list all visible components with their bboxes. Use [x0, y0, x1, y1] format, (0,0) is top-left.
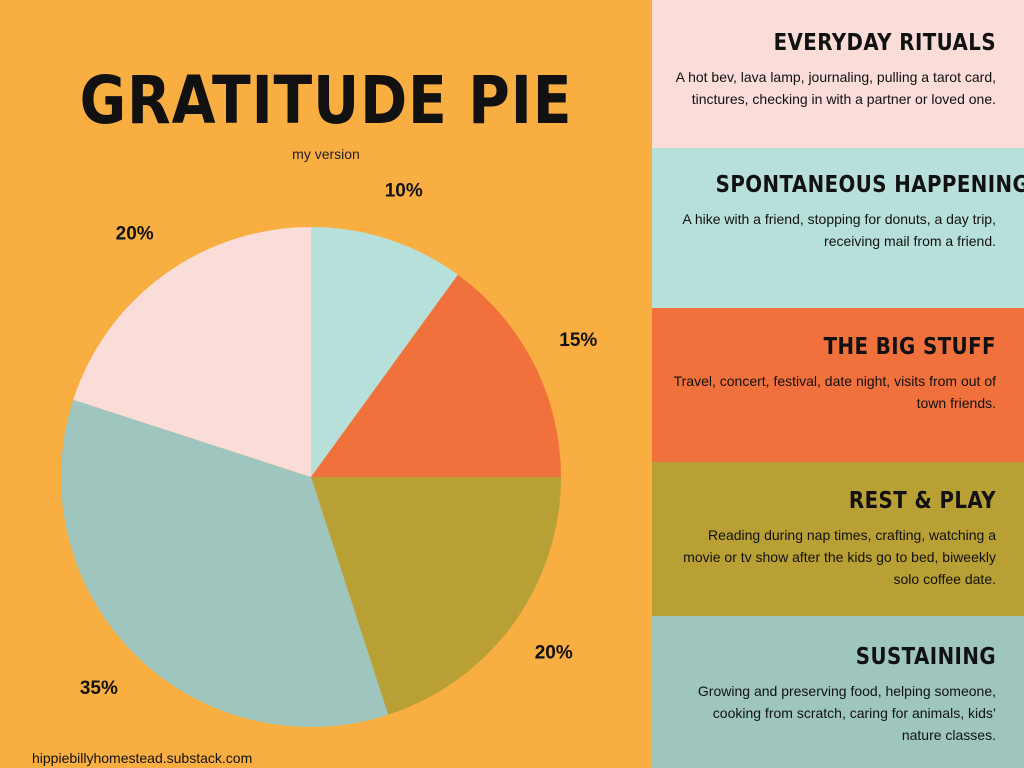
pie-slice-label-3: 35% [80, 678, 118, 699]
pie-slice-2 [311, 477, 561, 715]
panel-spontaneous-happenings: SPONTANEOUS HAPPENINGS A hike with a fri… [652, 148, 1024, 308]
panel-text: A hike with a friend, stopping for donut… [682, 211, 996, 249]
pie-slice-label-4: 20% [116, 223, 154, 244]
credit-url: hippiebillyhomestead.substack.com [32, 750, 253, 766]
panel-heading: THE BIG STUFF [823, 334, 996, 360]
panel-heading: REST & PLAY [848, 488, 996, 514]
pie-slice-4 [73, 227, 311, 477]
pie-slice-label-2: 20% [535, 642, 573, 663]
panel-rest-and-play: REST & PLAY Reading during nap times, cr… [652, 462, 1024, 616]
panel-heading: SUSTAINING [855, 644, 996, 670]
pie-slice-label-0: 10% [385, 181, 423, 202]
panel-heading: EVERYDAY RITUALS [773, 30, 996, 56]
panel-sustaining: SUSTAINING Growing and preserving food, … [652, 616, 1024, 768]
legend-panels: EVERYDAY RITUALS A hot bev, lava lamp, j… [652, 0, 1024, 768]
panel-heading: SPONTANEOUS HAPPENINGS [715, 172, 1024, 198]
pie-slice-3 [60, 399, 389, 727]
panel-the-big-stuff: THE BIG STUFF Travel, concert, festival,… [652, 308, 1024, 462]
pie-slice-0 [311, 227, 458, 477]
pie-slice-label-1: 15% [559, 330, 597, 351]
panel-text: A hot bev, lava lamp, journaling, pullin… [675, 69, 996, 107]
page-title: GRATITUDE PIE [79, 62, 573, 139]
pie-slice-1 [311, 274, 561, 477]
page-subtitle: my version [292, 146, 360, 162]
pie-chart: 10% 15% 20% 35% 20% [60, 181, 597, 727]
panel-text: Travel, concert, festival, date night, v… [673, 373, 996, 411]
panel-everyday-rituals: EVERYDAY RITUALS A hot bev, lava lamp, j… [652, 0, 1024, 148]
panel-text: Growing and preserving food, helping som… [697, 683, 996, 743]
panel-text: Reading during nap times, crafting, watc… [683, 527, 996, 587]
infographic-left-area: GRATITUDE PIE my version 10% 15% 20% 35% 20%… [32, 62, 598, 766]
